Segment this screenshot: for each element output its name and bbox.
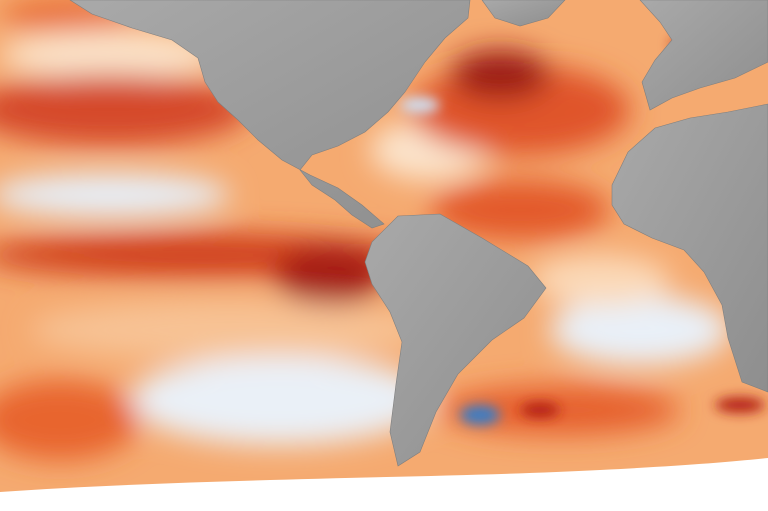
africa [611, 103, 768, 393]
hot-core [275, 245, 385, 305]
hot-area [430, 180, 610, 240]
greenland [481, 0, 566, 27]
antarctica [0, 458, 768, 511]
north-america [69, 0, 471, 229]
cool-area [130, 355, 430, 445]
europe [639, 0, 768, 111]
hot-eddy [520, 402, 560, 418]
warm-pale-area [530, 255, 670, 305]
warm-area [30, 300, 430, 360]
south-america [364, 213, 547, 467]
hot-area [0, 75, 250, 145]
warm-pale-area [0, 30, 220, 80]
cool-area [550, 295, 730, 365]
cold-eddy [460, 405, 500, 425]
cool-eddy [400, 97, 440, 113]
cool-area [0, 173, 230, 217]
land [69, 0, 768, 467]
hot-area [0, 380, 140, 460]
hot-core [450, 50, 550, 100]
hot-eddy [715, 397, 765, 413]
